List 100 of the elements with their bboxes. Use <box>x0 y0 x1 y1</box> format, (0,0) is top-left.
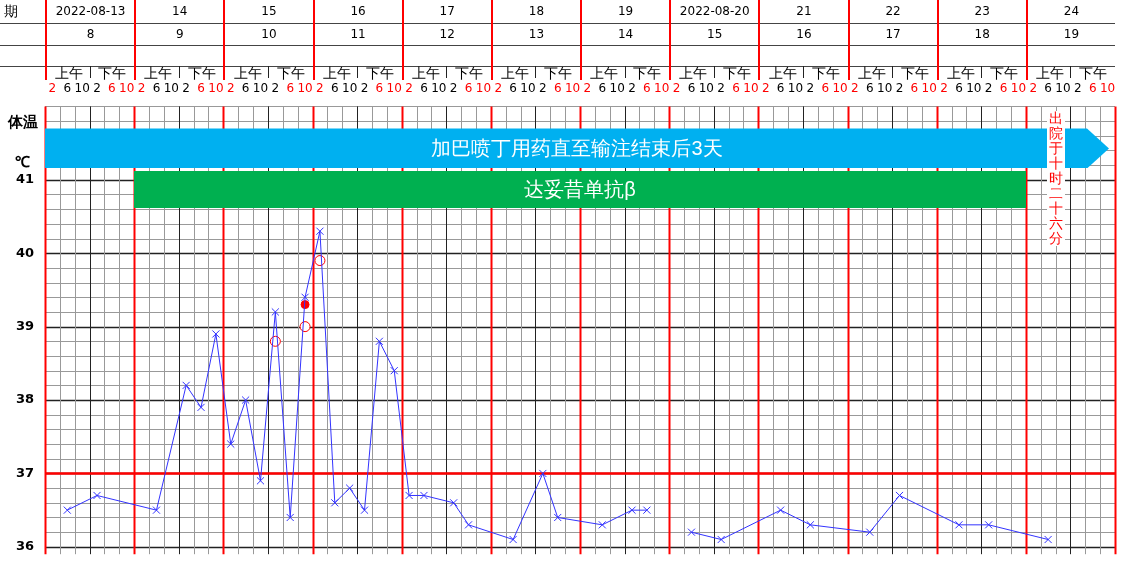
point <box>776 506 785 515</box>
x-tick-label: 2 <box>449 81 458 96</box>
x-tick-label: 2 <box>539 81 547 96</box>
point <box>687 528 696 537</box>
y-tick-label: 41 <box>15 171 34 187</box>
text: 14 <box>616 27 635 41</box>
point <box>806 520 815 529</box>
x-tick-label: 10 <box>787 81 804 96</box>
text: 上午 <box>856 65 887 81</box>
text: 15 <box>706 27 724 41</box>
x-tick-label: 10 <box>297 81 313 96</box>
text: 17 <box>884 27 902 41</box>
x-tick-label: 2 <box>984 81 993 96</box>
x-tick-label: 2 <box>316 81 324 96</box>
point <box>984 520 993 529</box>
text: 上午 <box>1035 65 1066 81</box>
annotation: 加巴喷丁用药直至输注结束后3天 <box>431 135 723 161</box>
point <box>197 403 206 412</box>
text: 上午 <box>678 65 709 81</box>
x-tick-label: 6 <box>1044 81 1052 96</box>
point <box>717 535 726 544</box>
point <box>538 469 547 478</box>
y-tick-label: 39 <box>15 318 34 333</box>
text: 19 <box>616 4 635 18</box>
point <box>360 506 369 515</box>
x-tick-label: 6 <box>330 81 339 96</box>
x-tick-label: 2 <box>851 81 859 96</box>
text: 8 <box>85 27 96 41</box>
x-tick-label: 6 <box>865 81 874 96</box>
x-tick-label: 6 <box>420 81 428 96</box>
x-tick-label: 10 <box>877 81 893 96</box>
x-tick-label: 2 <box>583 81 592 96</box>
point <box>642 506 651 515</box>
x-tick-label: 6 <box>241 81 250 96</box>
text: 上午 <box>143 65 174 81</box>
text: 下午 <box>357 65 402 81</box>
point <box>419 491 428 500</box>
x-tick-label: 2 <box>1074 81 1082 96</box>
x-tick-label: 10 <box>743 81 759 96</box>
text: 10 <box>260 27 278 41</box>
text: 18 <box>973 27 991 41</box>
text: 22 <box>884 4 902 18</box>
text: 16 <box>349 4 367 18</box>
point <box>241 396 250 405</box>
point <box>390 366 399 375</box>
y-tick-label: 40 <box>15 244 34 260</box>
x-tick-label: 2 <box>405 81 413 96</box>
x-tick-label: 2 <box>761 81 770 96</box>
x-tick-label: 10 <box>921 81 937 96</box>
x-tick-label: 10 <box>1099 81 1116 96</box>
x-tick-label: 6 <box>999 81 1008 96</box>
point <box>865 528 874 537</box>
text: 下午 <box>267 65 313 81</box>
text: 下午 <box>981 65 1026 81</box>
y-tick-label: 36 <box>15 538 34 554</box>
banner: 达妥昔单抗β <box>134 171 1026 209</box>
text: 23 <box>973 4 991 18</box>
x-tick-label: 6 <box>375 81 384 96</box>
x-tick-label: 2 <box>717 81 725 96</box>
text: 体温 ℃ <box>7 112 38 170</box>
x-tick-label: 6 <box>687 81 696 96</box>
x-tick-label: 2 <box>672 81 681 96</box>
annotation: 达妥昔单抗β <box>524 177 636 203</box>
point <box>92 491 102 500</box>
text: 17 <box>438 4 456 18</box>
x-tick-label: 2 <box>806 81 815 96</box>
x-tick-label: 2 <box>93 81 101 96</box>
text: 上午 <box>54 65 85 81</box>
x-tick-label: 2 <box>137 81 146 96</box>
x-tick-label: 10 <box>832 81 848 96</box>
text: 上午 <box>500 65 531 81</box>
point <box>405 491 414 500</box>
text: 期 <box>4 3 18 21</box>
text: 上午 <box>410 65 441 81</box>
x-tick-label: 10 <box>1010 81 1027 96</box>
text: 9 <box>174 27 185 41</box>
x-tick-label: 6 <box>598 81 607 96</box>
text: 21 <box>795 4 813 18</box>
text: 14 <box>171 4 189 18</box>
point <box>598 520 607 529</box>
x-tick-label: 10 <box>431 81 447 96</box>
x-tick-label: 2 <box>628 81 636 96</box>
x-tick-label: 10 <box>163 81 179 96</box>
point <box>375 337 384 346</box>
x-tick-label: 6 <box>910 81 919 96</box>
point <box>330 498 339 507</box>
x-tick-label: 2 <box>1029 81 1038 96</box>
point <box>286 513 295 522</box>
x-tick-label: 6 <box>152 81 161 96</box>
x-tick-label: 2 <box>182 81 190 96</box>
text: 下午 <box>713 65 759 81</box>
x-tick-label: 10 <box>609 81 625 96</box>
x-tick-label: 10 <box>386 81 402 96</box>
text: 下午 <box>802 65 848 81</box>
text: 下午 <box>535 65 580 81</box>
point <box>315 227 324 236</box>
point <box>226 440 235 449</box>
text: 上午 <box>767 65 798 81</box>
x-tick-label: 10 <box>654 81 670 96</box>
x-tick-label: 10 <box>342 81 358 96</box>
